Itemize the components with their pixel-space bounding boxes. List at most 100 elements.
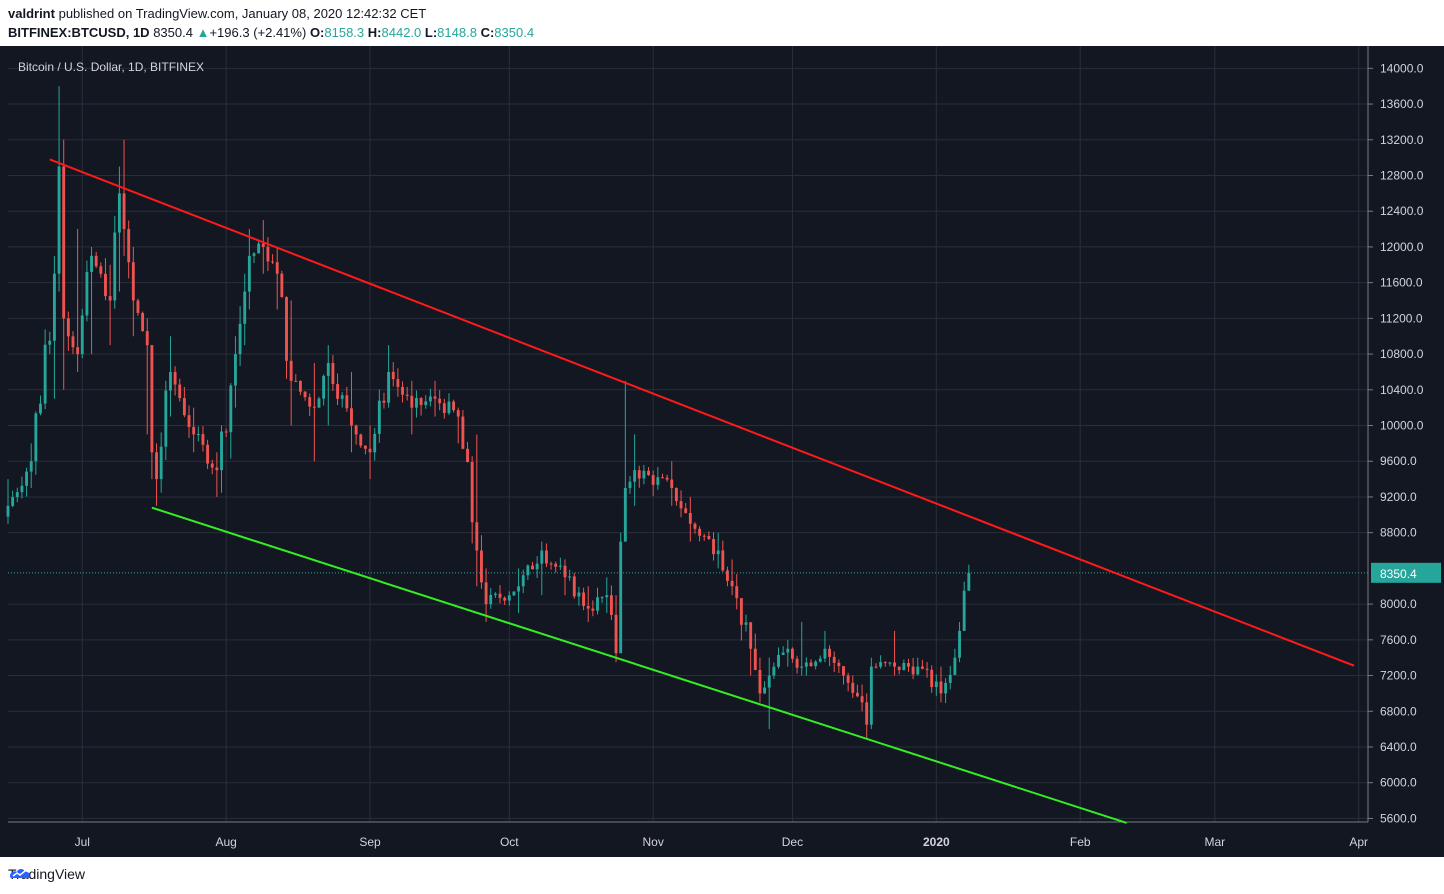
x-tick-label: Sep bbox=[359, 835, 381, 849]
candle-body bbox=[275, 262, 279, 274]
chart-background bbox=[0, 46, 1444, 857]
candle-body bbox=[136, 300, 140, 313]
candle-body bbox=[401, 386, 404, 395]
candle-body bbox=[368, 448, 372, 453]
candle-body bbox=[716, 550, 720, 555]
candle-body bbox=[879, 662, 883, 667]
candle-body bbox=[25, 471, 29, 486]
tradingview-logo-icon bbox=[10, 869, 30, 878]
candle-body bbox=[925, 668, 929, 670]
candle-body bbox=[201, 434, 205, 445]
y-tick-label: 9200.0 bbox=[1380, 490, 1417, 504]
y-tick-label: 8800.0 bbox=[1380, 526, 1417, 540]
candle-body bbox=[637, 470, 641, 479]
chart-title: Bitcoin / U.S. Dollar, 1D, BITFINEX bbox=[18, 60, 205, 74]
candle-body bbox=[897, 666, 901, 671]
candle-body bbox=[480, 550, 483, 583]
y-tick-label: 6400.0 bbox=[1380, 740, 1417, 754]
low-value: 8148.8 bbox=[437, 25, 477, 40]
candle-body bbox=[874, 666, 878, 668]
candle-body bbox=[651, 475, 655, 485]
candle-body bbox=[396, 379, 400, 387]
x-tick-label: Apr bbox=[1349, 835, 1368, 849]
candle-body bbox=[735, 586, 739, 599]
candle-body bbox=[614, 614, 618, 654]
candle-body bbox=[568, 576, 572, 578]
y-tick-label: 10000.0 bbox=[1380, 419, 1424, 433]
tradingview-brand[interactable]: TradingView bbox=[8, 866, 85, 882]
open-label: O: bbox=[309, 25, 325, 40]
candle-body bbox=[150, 345, 154, 453]
candle-body bbox=[336, 384, 339, 399]
x-tick-label: Dec bbox=[782, 835, 803, 849]
candle-body bbox=[832, 656, 836, 663]
y-tick-label: 10400.0 bbox=[1380, 383, 1424, 397]
candle-body bbox=[902, 663, 906, 671]
candle-body bbox=[57, 166, 61, 274]
candle-body bbox=[609, 595, 613, 615]
candle-body bbox=[377, 400, 381, 434]
candle-body bbox=[331, 363, 335, 385]
chart-area[interactable]: 14000.0 13600.0 13200.0 12800.0 12400.0 12000… bbox=[0, 46, 1444, 857]
y-tick-label: 12000.0 bbox=[1380, 240, 1424, 254]
author-name[interactable]: valdrint bbox=[8, 6, 55, 21]
candle-body bbox=[674, 488, 678, 502]
y-tick-label: 13200.0 bbox=[1380, 133, 1424, 147]
candle-body bbox=[661, 477, 664, 479]
candle-body bbox=[456, 410, 460, 417]
candle-body bbox=[549, 563, 553, 565]
candlestick-chart[interactable]: 14000.0 13600.0 13200.0 12800.0 12400.0 12000… bbox=[0, 46, 1444, 857]
candle-body bbox=[470, 462, 474, 523]
publish-header: valdrint published on TradingView.com, J… bbox=[0, 0, 1444, 46]
x-tick-label: Aug bbox=[215, 835, 236, 849]
candle-body bbox=[605, 595, 609, 598]
y-tick-label: 12400.0 bbox=[1380, 204, 1424, 218]
candle-body bbox=[127, 229, 131, 263]
candle-body bbox=[410, 395, 414, 408]
y-tick-label: 9600.0 bbox=[1380, 454, 1417, 468]
candle-body bbox=[145, 331, 149, 346]
candle-body bbox=[744, 622, 748, 625]
candle-body bbox=[298, 380, 302, 392]
candle-body bbox=[688, 512, 692, 524]
candle-body bbox=[234, 354, 237, 386]
candle-body bbox=[572, 576, 576, 597]
candle-body bbox=[39, 403, 42, 414]
candle-body bbox=[851, 682, 855, 693]
candle-body bbox=[758, 669, 762, 694]
candle-body bbox=[633, 470, 637, 482]
candle-body bbox=[29, 461, 33, 472]
y-tick-label: 14000.0 bbox=[1380, 61, 1424, 75]
candle-body bbox=[363, 445, 367, 449]
candle-body bbox=[739, 598, 743, 625]
y-tick-label: 12800.0 bbox=[1380, 168, 1424, 182]
candle-body bbox=[484, 582, 488, 605]
candle-body bbox=[814, 661, 818, 667]
candle-body bbox=[860, 696, 864, 703]
candle-body bbox=[461, 416, 465, 449]
candle-body bbox=[62, 166, 66, 319]
candle-body bbox=[712, 539, 715, 555]
candle-body bbox=[623, 488, 627, 542]
candle-body bbox=[883, 662, 887, 664]
candle-body bbox=[558, 565, 562, 567]
candle-body bbox=[753, 648, 757, 670]
close-value: 8350.4 bbox=[494, 25, 535, 40]
y-tick-label: 10800.0 bbox=[1380, 347, 1424, 361]
candle-body bbox=[934, 681, 938, 688]
candle-body bbox=[544, 550, 548, 564]
candle-body bbox=[586, 605, 590, 609]
candle-body bbox=[52, 273, 56, 341]
candle-body bbox=[257, 243, 261, 254]
candle-body bbox=[271, 261, 275, 263]
candle-body bbox=[489, 595, 493, 605]
candle-body bbox=[312, 406, 316, 408]
candle-body bbox=[94, 255, 98, 267]
last-price-label: 8350.4 bbox=[1380, 567, 1417, 581]
candle-body bbox=[117, 193, 121, 233]
candle-body bbox=[726, 570, 729, 581]
candle-body bbox=[498, 593, 502, 598]
candle-body bbox=[763, 687, 767, 694]
candle-body bbox=[252, 253, 256, 256]
candle-body bbox=[953, 657, 957, 675]
